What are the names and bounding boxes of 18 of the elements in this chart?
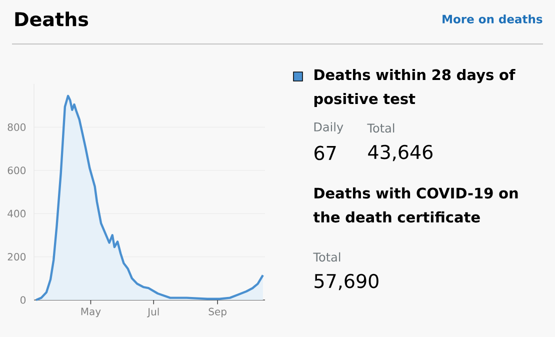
text: 43,646 <box>368 144 432 162</box>
y-tick-label: 0 <box>20 296 26 304</box>
x-tick-label: Sep <box>208 308 226 318</box>
y-tick-label: 400 <box>8 210 26 218</box>
text: 67 <box>314 146 336 160</box>
x-tick-label: May <box>81 308 101 318</box>
text: Deaths with COVID-19 on the death certificate <box>313 187 518 223</box>
text: 57,690 <box>314 274 378 290</box>
text: Total <box>367 123 394 133</box>
chart-title: Deaths <box>15 12 88 26</box>
x-tick-label: Jul <box>147 308 159 318</box>
y-tick-label: 800 <box>8 123 26 131</box>
text: Daily <box>314 122 344 134</box>
text: Total <box>313 252 340 262</box>
text: More on deaths <box>442 14 542 24</box>
y-tick-label: 200 <box>8 252 26 261</box>
legend-label: Deaths within 28 days of positive test <box>314 68 516 107</box>
y-tick-label: 600 <box>8 166 26 174</box>
